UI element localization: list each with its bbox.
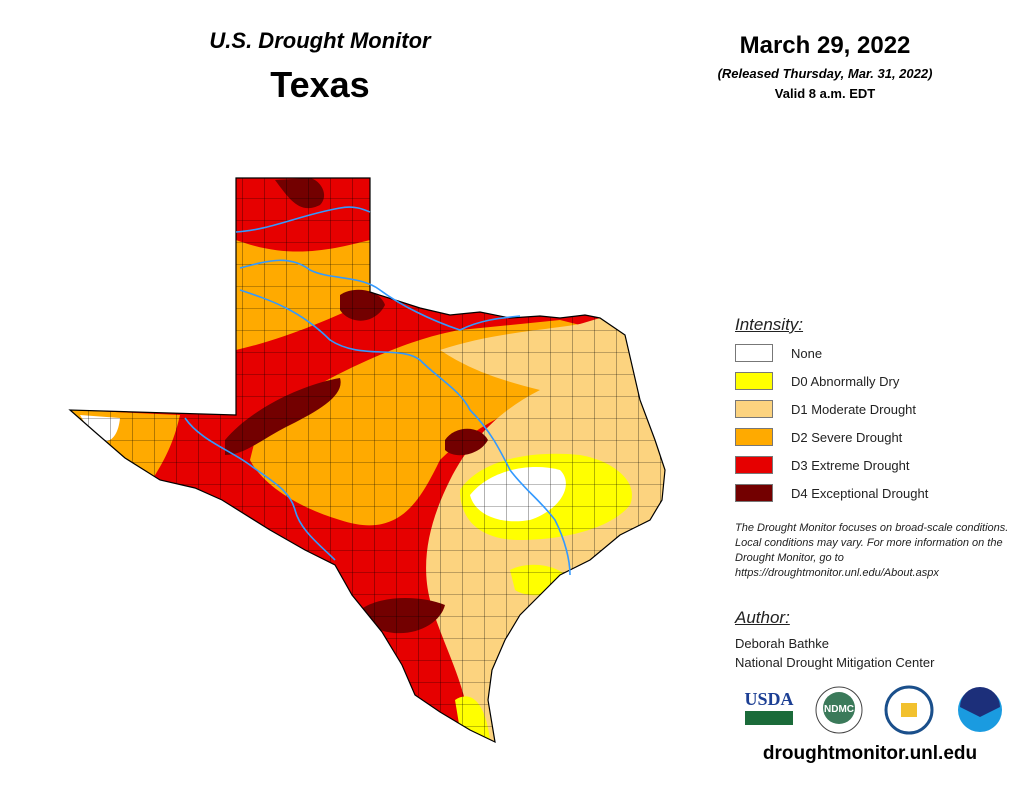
website-link[interactable]: droughtmonitor.unl.edu	[762, 743, 978, 764]
valid-time: Valid 8 a.m. EDT	[774, 86, 876, 101]
legend-swatch	[735, 400, 773, 418]
canadian-river	[235, 206, 371, 233]
commerce-seal-logo	[884, 685, 934, 735]
legend-swatch	[735, 344, 773, 362]
texas-drought-map	[69, 177, 666, 743]
author-name: Deborah Bathke	[735, 636, 829, 651]
legend-swatch	[735, 372, 773, 390]
legend-label: None	[791, 345, 823, 361]
svg-text:USDA: USDA	[744, 689, 793, 709]
noaa-logo	[958, 687, 1002, 732]
legend-item-d0: D0 Abnormally Dry	[735, 371, 899, 391]
brazos-river	[239, 289, 571, 576]
legend-item-d4: D4 Exceptional Drought	[735, 483, 928, 503]
legend-swatch	[735, 428, 773, 446]
legend-label: D2 Severe Drought	[791, 429, 903, 445]
legend-label: D1 Moderate Drought	[791, 401, 917, 417]
author-title: Author:	[735, 608, 790, 627]
legend-swatch	[735, 456, 773, 474]
legend-label: D0 Abnormally Dry	[791, 373, 900, 389]
release-date: (Released Thursday, Mar. 31, 2022)	[717, 66, 933, 81]
legend-item-d1: D1 Moderate Drought	[735, 399, 916, 419]
ndmc-logo: NDMC	[815, 686, 863, 734]
legend-item-d3: D3 Extreme Drought	[735, 455, 910, 475]
legend-item-d2: D2 Severe Drought	[735, 427, 902, 447]
usda-logo: USDA	[744, 689, 794, 725]
disclaimer-note: The Drought Monitor focuses on broad-sca…	[735, 522, 1009, 579]
legend-label: D4 Exceptional Drought	[791, 485, 929, 501]
rivers	[184, 206, 571, 576]
red-river	[239, 259, 521, 331]
product-title: U.S. Drought Monitor	[209, 28, 431, 53]
svg-text:NDMC: NDMC	[824, 704, 854, 715]
legend-item-none: None	[735, 343, 822, 363]
pecos-river	[184, 417, 336, 561]
author-org: National Drought Mitigation Center	[735, 655, 935, 670]
map-date: March 29, 2022	[739, 32, 911, 59]
region-title: Texas	[270, 64, 370, 105]
legend-swatch	[735, 484, 773, 502]
legend-title: Intensity:	[735, 315, 804, 334]
legend-label: D3 Extreme Drought	[791, 457, 910, 473]
